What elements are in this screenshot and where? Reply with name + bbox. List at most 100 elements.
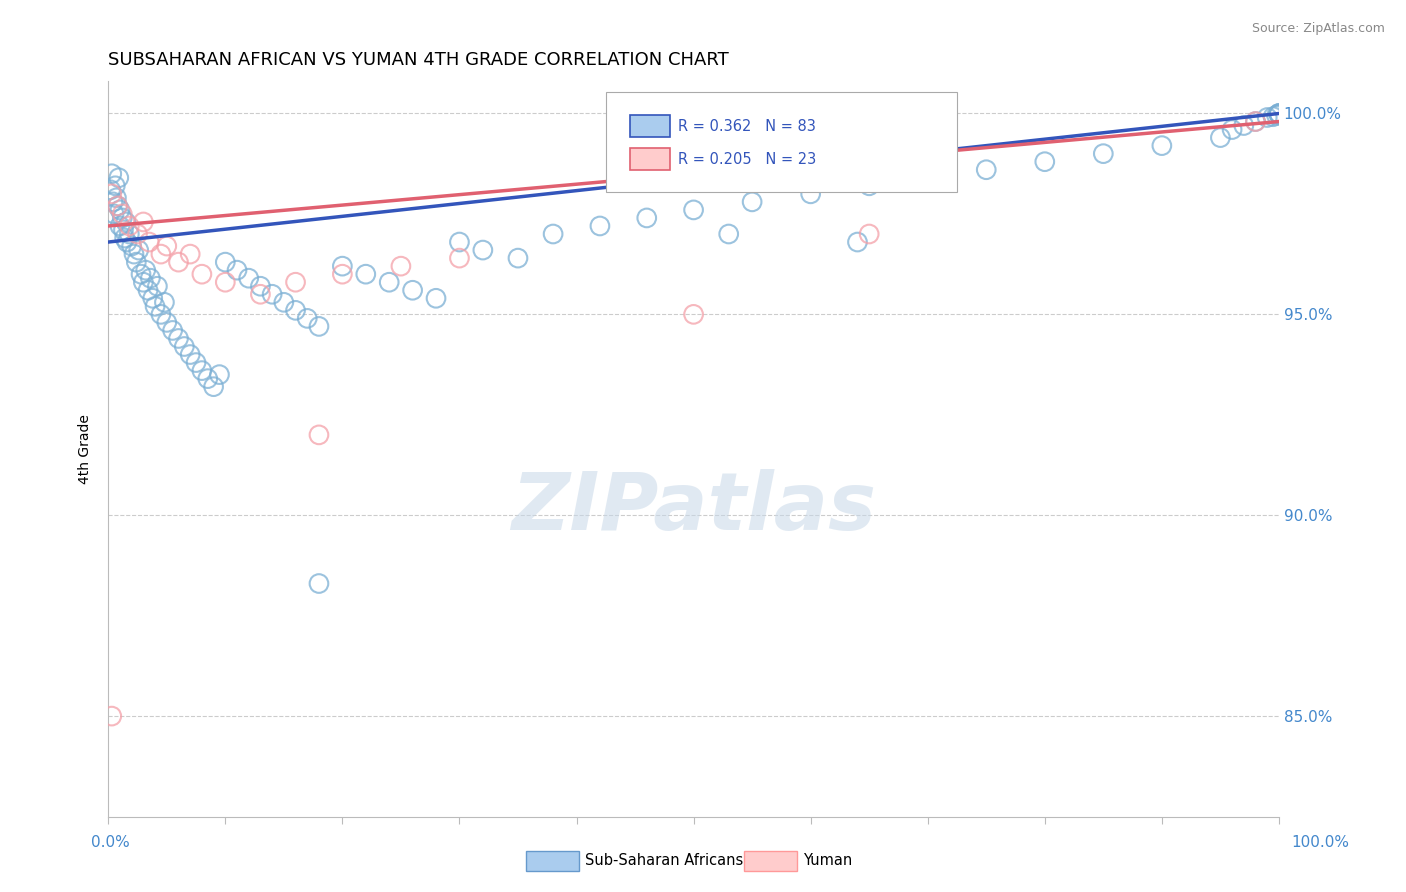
Point xyxy=(100,183,122,197)
Point xyxy=(636,211,658,225)
Point xyxy=(135,263,157,277)
Point xyxy=(308,319,330,334)
Text: SUBSAHARAN AFRICAN VS YUMAN 4TH GRADE CORRELATION CHART: SUBSAHARAN AFRICAN VS YUMAN 4TH GRADE CO… xyxy=(108,51,728,69)
Point xyxy=(118,219,141,233)
Point xyxy=(449,235,471,249)
Point xyxy=(111,211,134,225)
Point xyxy=(101,194,124,209)
Point xyxy=(1268,107,1291,121)
Point xyxy=(132,275,155,289)
Point xyxy=(107,199,129,213)
Point xyxy=(202,379,225,393)
Point xyxy=(273,295,295,310)
Point xyxy=(121,239,143,253)
Point xyxy=(167,331,190,345)
Point xyxy=(682,202,704,217)
Point xyxy=(142,291,165,305)
Point xyxy=(100,709,122,723)
Point xyxy=(128,243,150,257)
Text: 100.0%: 100.0% xyxy=(1292,836,1350,850)
Point xyxy=(354,267,377,281)
Point xyxy=(238,271,260,285)
Text: Yuman: Yuman xyxy=(803,854,852,868)
Point xyxy=(846,235,869,249)
Point xyxy=(284,303,307,318)
Point xyxy=(115,235,138,249)
Point xyxy=(917,170,939,185)
Point xyxy=(1150,138,1173,153)
Text: R = 0.205   N = 23: R = 0.205 N = 23 xyxy=(678,152,817,167)
Point xyxy=(184,355,207,369)
Point xyxy=(108,219,131,233)
Point xyxy=(118,227,141,241)
Point xyxy=(208,368,231,382)
Point xyxy=(249,279,271,293)
Point xyxy=(112,223,135,237)
Point xyxy=(389,259,412,273)
Point xyxy=(284,275,307,289)
Point xyxy=(589,219,612,233)
Point xyxy=(136,283,159,297)
Point xyxy=(173,339,195,353)
Point xyxy=(179,247,201,261)
Point xyxy=(249,287,271,301)
Point xyxy=(111,207,134,221)
Point xyxy=(100,167,122,181)
Point xyxy=(197,371,219,385)
Point xyxy=(191,267,214,281)
Point xyxy=(332,267,354,281)
Point xyxy=(162,323,184,337)
Point xyxy=(1244,114,1267,128)
Point xyxy=(1268,107,1291,121)
Point xyxy=(1268,106,1291,120)
Point xyxy=(139,271,162,285)
Point xyxy=(129,267,152,281)
Point xyxy=(149,307,172,321)
Point xyxy=(262,287,284,301)
Point xyxy=(800,186,823,201)
Y-axis label: 4th Grade: 4th Grade xyxy=(79,414,93,483)
Point xyxy=(308,428,330,442)
Point xyxy=(401,283,423,297)
Point xyxy=(1268,106,1291,120)
Point xyxy=(1092,146,1115,161)
Point xyxy=(1033,154,1056,169)
Text: Sub-Saharan Africans: Sub-Saharan Africans xyxy=(585,854,744,868)
Point xyxy=(114,215,136,229)
Point xyxy=(449,251,471,265)
Point xyxy=(858,227,880,241)
FancyBboxPatch shape xyxy=(630,115,671,137)
Point xyxy=(146,279,169,293)
Point xyxy=(214,275,236,289)
Text: 0.0%: 0.0% xyxy=(91,836,131,850)
Point xyxy=(1209,130,1232,145)
Point xyxy=(156,239,179,253)
Point xyxy=(741,194,763,209)
Point xyxy=(378,275,401,289)
Point xyxy=(138,235,160,249)
Point xyxy=(541,227,564,241)
Point xyxy=(682,307,704,321)
Point xyxy=(149,247,172,261)
Point xyxy=(107,199,129,213)
Point xyxy=(332,259,354,273)
FancyBboxPatch shape xyxy=(606,93,957,192)
Point xyxy=(179,347,201,361)
Point xyxy=(1261,110,1284,124)
Point xyxy=(103,207,125,221)
Point xyxy=(153,295,176,310)
Point xyxy=(214,255,236,269)
Point xyxy=(1233,119,1256,133)
Text: Source: ZipAtlas.com: Source: ZipAtlas.com xyxy=(1251,22,1385,36)
Point xyxy=(122,247,145,261)
Point xyxy=(1265,108,1288,122)
Point xyxy=(127,227,149,241)
Point xyxy=(471,243,494,257)
Point xyxy=(108,202,131,217)
Point xyxy=(858,178,880,193)
Point xyxy=(143,299,166,313)
Point xyxy=(107,170,129,185)
Point xyxy=(1256,111,1278,125)
Point xyxy=(308,576,330,591)
Point xyxy=(104,178,127,193)
